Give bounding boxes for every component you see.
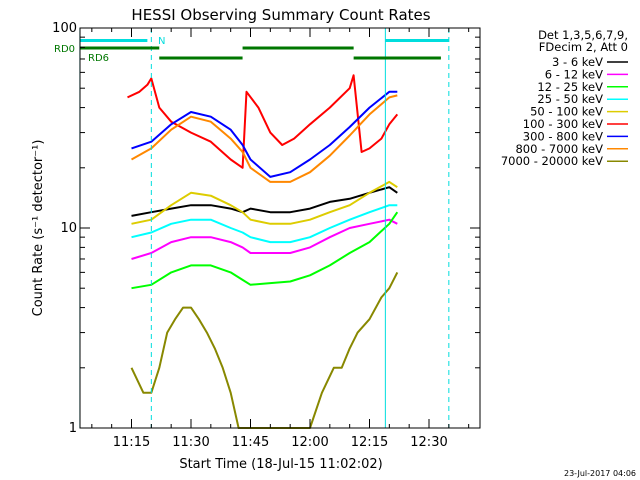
series-line-7 <box>131 94 398 183</box>
series-line-4 <box>131 180 398 225</box>
legend-label-5: 100 - 300 keV <box>523 117 603 131</box>
series-lines <box>127 74 399 429</box>
legend-label-1: 6 - 12 keV <box>545 67 603 81</box>
x-tick-label-0: 11:15 <box>113 435 150 450</box>
series-line-6 <box>131 90 398 178</box>
x-tick-label-1: 11:30 <box>172 435 209 450</box>
y-tick-label-2: 100 <box>52 21 77 36</box>
legend-label-6: 300 - 800 keV <box>523 129 603 143</box>
axes: 11:15 11:30 11:45 12:00 12:15 12:30 1 10 100 <box>52 21 480 450</box>
flag-label-1: RD6 <box>88 53 109 64</box>
series-line-5 <box>127 74 399 169</box>
series-line-1 <box>131 218 398 260</box>
legend-label-3: 25 - 50 keV <box>537 92 603 106</box>
x-tick-label-4: 12:15 <box>351 435 388 450</box>
legend-label-4: 50 - 100 keV <box>530 105 603 119</box>
y-tick-label-0: 1 <box>69 421 77 436</box>
series-line-0 <box>131 186 398 217</box>
x-tick-label-2: 11:45 <box>232 435 269 450</box>
series-line-2 <box>131 211 399 290</box>
series-line-3 <box>131 204 398 244</box>
x-axis-label: Start Time (18-Jul-15 11:02:02) <box>179 457 382 472</box>
flag-label-0: RD0 <box>54 44 75 55</box>
x-tick-label-3: 12:00 <box>291 435 328 450</box>
x-tick-label-5: 12:30 <box>410 435 447 450</box>
legend-header-1: FDecim 2, Att 0 <box>539 40 628 54</box>
y-tick-label-1: 10 <box>60 221 77 236</box>
flag-labels: RD0 RD6 N <box>54 36 165 64</box>
legend-label-7: 800 - 7000 keV <box>515 142 603 156</box>
y-axis-label: Count Rate (s⁻¹ detector⁻¹) <box>31 140 46 317</box>
flag-label-2: N <box>158 36 165 47</box>
legend-label-2: 12 - 25 keV <box>537 80 603 94</box>
legend-header-0: Det 1,3,5,6,7,9, <box>538 28 628 42</box>
legend-label-0: 3 - 6 keV <box>552 55 603 69</box>
legend: Det 1,3,5,6,7,9,FDecim 2, Att 03 - 6 keV… <box>501 28 628 168</box>
flag-segments <box>79 39 449 60</box>
chart-title: HESSI Observing Summary Count Rates <box>131 6 430 24</box>
timestamp-footer: 23-Jul-2017 04:06 <box>564 469 636 478</box>
legend-label-8: 7000 - 20000 keV <box>501 154 603 168</box>
